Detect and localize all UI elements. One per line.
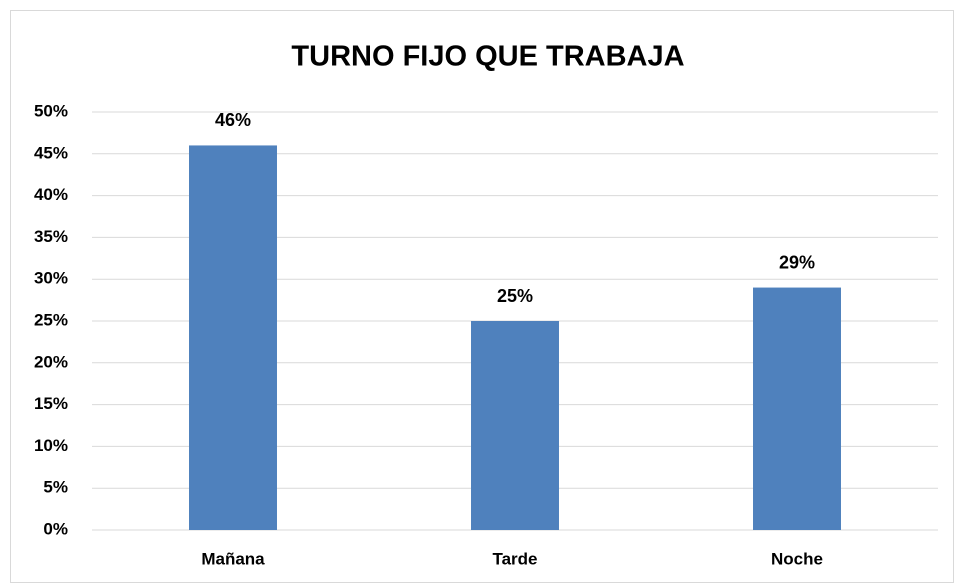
y-tick-label: 25% <box>34 310 68 329</box>
y-tick-label: 5% <box>43 478 68 497</box>
y-tick-label: 35% <box>34 227 68 246</box>
bar <box>471 321 559 530</box>
y-tick-label: 45% <box>34 143 68 162</box>
y-tick-label: 40% <box>34 185 68 204</box>
bar <box>189 145 277 530</box>
y-tick-label: 10% <box>34 436 68 455</box>
y-tick-label: 15% <box>34 394 68 413</box>
chart-title: TURNO FIJO QUE TRABAJA <box>291 41 684 73</box>
bar <box>753 287 841 530</box>
y-tick-label: 30% <box>34 269 68 288</box>
x-tick-label: Mañana <box>201 549 265 568</box>
x-tick-label: Noche <box>771 549 823 568</box>
x-tick-label: Tarde <box>492 549 537 568</box>
data-label: 46% <box>215 110 251 130</box>
data-label: 25% <box>497 286 533 306</box>
y-tick-label: 20% <box>34 352 68 371</box>
y-tick-label: 50% <box>34 101 68 120</box>
y-tick-label: 0% <box>43 519 68 538</box>
data-label: 29% <box>779 252 815 272</box>
